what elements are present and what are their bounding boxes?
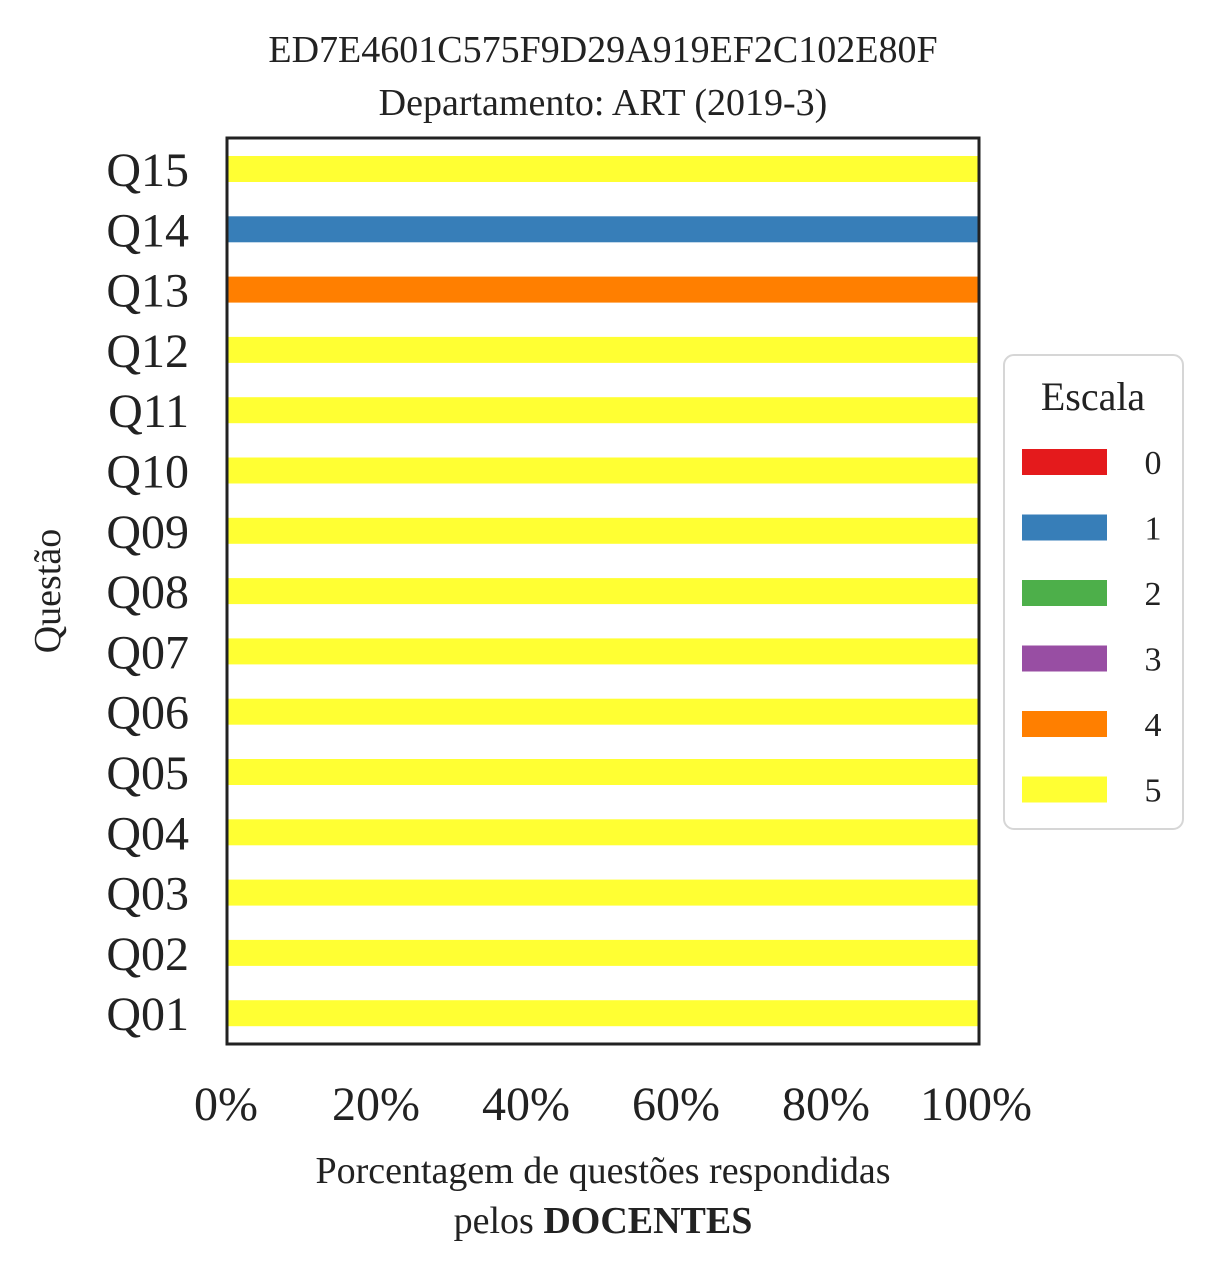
legend: Escala 0 1 2 3 4 5	[1003, 354, 1184, 830]
legend-label-1: 1	[1145, 511, 1162, 548]
x-tick-4: 80%	[782, 1078, 870, 1131]
x-axis-label-line1: Porcentagem de questões respondidas	[315, 1150, 890, 1192]
x-tick-0: 0%	[194, 1078, 258, 1131]
y-tick-q12: Q12	[106, 325, 189, 378]
y-tick-q05: Q05	[106, 747, 189, 800]
legend-label-4: 4	[1145, 707, 1162, 744]
y-tick-q09: Q09	[106, 506, 189, 559]
legend-swatch-3	[1022, 645, 1107, 672]
bar-q08-scale-5	[228, 578, 978, 605]
bar-q09-scale-5	[228, 517, 978, 544]
bar-q02-scale-5	[228, 939, 978, 966]
bars-group	[228, 156, 978, 1027]
y-tick-q15: Q15	[106, 144, 189, 197]
legend-swatch-4	[1022, 711, 1107, 737]
x-tick-2: 40%	[482, 1078, 570, 1131]
legend-swatch-2	[1022, 580, 1107, 606]
bar-q13-scale-4	[228, 276, 978, 303]
bar-q05-scale-5	[228, 759, 978, 785]
y-tick-q04: Q04	[106, 807, 189, 860]
bar-q03-scale-5	[228, 879, 978, 906]
legend-swatch-1	[1022, 514, 1107, 541]
x-tick-labels: 0% 20% 40% 60% 80% 100%	[194, 1078, 1032, 1131]
bar-q15-scale-5	[228, 156, 978, 182]
bar-q07-scale-5	[228, 638, 978, 665]
x-axis-label-bold: DOCENTES	[543, 1200, 752, 1242]
x-tick-5: 100%	[920, 1078, 1032, 1131]
x-axis-label-line2: pelos DOCENTES	[454, 1200, 753, 1242]
y-tick-q11: Q11	[108, 385, 189, 438]
y-tick-q14: Q14	[106, 204, 189, 257]
bar-q06-scale-5	[228, 698, 978, 725]
y-axis-label: Questão	[27, 529, 69, 654]
y-tick-q02: Q02	[106, 928, 189, 981]
legend-swatch-5	[1022, 776, 1107, 803]
bar-q10-scale-5	[228, 457, 978, 484]
y-tick-q03: Q03	[106, 868, 189, 921]
bar-q14-scale-1	[228, 216, 978, 243]
bar-q01-scale-5	[228, 1000, 978, 1027]
x-tick-1: 20%	[332, 1078, 420, 1131]
chart-subtitle: Departamento: ART (2019-3)	[379, 82, 828, 124]
y-tick-q01: Q01	[106, 988, 189, 1041]
legend-label-3: 3	[1145, 642, 1162, 679]
legend-swatch-0	[1022, 449, 1107, 475]
chart-title: ED7E4601C575F9D29A919EF2C102E80F	[268, 29, 937, 71]
bar-q04-scale-5	[228, 819, 978, 846]
y-tick-labels: Q01 Q02 Q03 Q04 Q05 Q06 Q07 Q08 Q09 Q10 Q11 Q12 Q13 Q…	[106, 144, 189, 1041]
legend-label-0: 0	[1145, 445, 1162, 482]
plot-frame	[225, 136, 981, 1046]
y-tick-q07: Q07	[106, 626, 189, 679]
legend-label-2: 2	[1145, 576, 1162, 613]
y-tick-q10: Q10	[106, 446, 189, 499]
y-tick-q13: Q13	[106, 265, 189, 318]
bar-q12-scale-5	[228, 336, 978, 363]
x-axis-label-prefix: pelos	[454, 1200, 544, 1242]
bar-q11-scale-5	[228, 397, 978, 424]
x-tick-3: 60%	[632, 1078, 720, 1131]
y-tick-q06: Q06	[106, 687, 189, 740]
legend-title: Escala	[1041, 374, 1146, 419]
legend-label-5: 5	[1145, 773, 1162, 810]
legend-items: 0 1 2 3 4 5	[1022, 445, 1162, 810]
y-tick-q08: Q08	[106, 566, 189, 619]
